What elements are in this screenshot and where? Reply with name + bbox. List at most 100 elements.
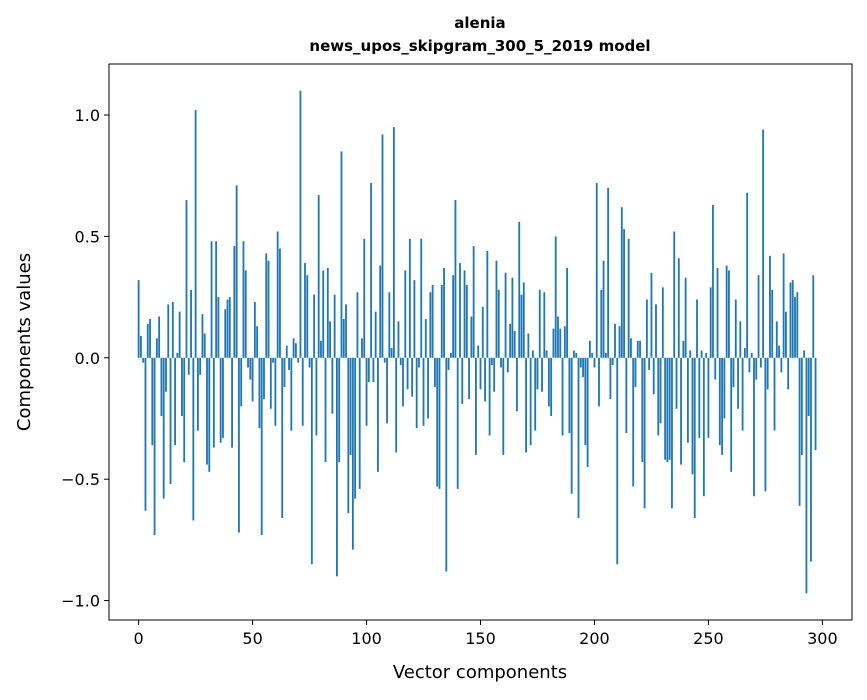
bar <box>534 358 536 431</box>
bar <box>776 321 778 357</box>
bar <box>313 295 315 358</box>
bar <box>268 261 270 358</box>
bar <box>343 319 345 358</box>
bar <box>753 358 755 496</box>
bar <box>628 239 630 358</box>
bar <box>703 358 705 496</box>
bar <box>575 353 577 358</box>
bar <box>236 185 238 357</box>
bar <box>295 343 297 358</box>
bar <box>498 290 500 358</box>
x-tick-label: 200 <box>579 629 610 648</box>
x-axis-label: Vector components <box>393 662 567 683</box>
bar <box>147 324 149 358</box>
bar <box>708 358 710 438</box>
bar <box>641 358 643 462</box>
bar <box>609 358 611 399</box>
bar <box>290 358 292 431</box>
bar <box>208 358 210 472</box>
bar <box>167 304 169 357</box>
bar <box>395 358 397 453</box>
bar <box>445 358 447 572</box>
x-tick-label: 300 <box>807 629 838 648</box>
bar <box>723 358 725 419</box>
bar <box>297 358 299 363</box>
x-tick-label: 100 <box>351 629 382 648</box>
bar <box>603 261 605 358</box>
bar <box>142 358 144 363</box>
bar <box>409 239 411 358</box>
bar <box>327 268 329 358</box>
bar <box>521 295 523 358</box>
bar <box>646 300 648 358</box>
bar <box>491 358 493 365</box>
bar <box>539 290 541 358</box>
bar <box>537 358 539 390</box>
bar <box>172 302 174 358</box>
bar <box>331 358 333 414</box>
bar <box>224 309 226 358</box>
bar <box>170 358 172 484</box>
bar <box>229 297 231 358</box>
bar <box>739 321 741 357</box>
bar <box>619 326 621 358</box>
bar <box>787 358 789 390</box>
bar <box>705 353 707 358</box>
bar <box>530 358 532 445</box>
bar <box>566 268 568 358</box>
bar <box>482 307 484 358</box>
bar <box>625 358 627 433</box>
bar <box>790 283 792 358</box>
bar <box>799 358 801 506</box>
bar <box>452 275 454 358</box>
bar <box>183 358 185 462</box>
bar <box>311 358 313 564</box>
bar <box>721 358 723 455</box>
bar <box>277 232 279 358</box>
bar <box>808 358 810 416</box>
bar <box>689 350 691 357</box>
bar <box>350 358 352 455</box>
bar <box>158 317 160 358</box>
bar <box>382 134 384 357</box>
bar <box>457 358 459 489</box>
bar <box>502 358 504 455</box>
bar <box>329 321 331 357</box>
bar <box>154 358 156 535</box>
bar <box>591 353 593 358</box>
bar <box>486 251 488 358</box>
y-axis: −1.0−0.50.00.51.0 <box>61 106 109 611</box>
bar <box>623 229 625 358</box>
bar <box>370 183 372 358</box>
bar <box>557 317 559 358</box>
bar <box>227 300 229 358</box>
bar <box>163 358 165 499</box>
bar <box>580 358 582 368</box>
bar <box>304 263 306 358</box>
bar <box>315 358 317 436</box>
bar <box>247 358 249 368</box>
bar <box>568 358 570 433</box>
bar <box>336 358 338 577</box>
bar <box>413 280 415 358</box>
bar <box>755 358 757 380</box>
bar <box>751 353 753 358</box>
bar <box>630 338 632 357</box>
bar <box>801 358 803 455</box>
bar <box>259 358 261 428</box>
bar <box>785 312 787 358</box>
bar <box>578 358 580 518</box>
bar <box>666 358 668 462</box>
bar <box>505 273 507 358</box>
bar <box>780 358 782 373</box>
bar <box>698 358 700 438</box>
y-tick-label: 0.5 <box>75 227 100 246</box>
bar <box>651 273 653 358</box>
bar <box>523 283 525 358</box>
bar <box>186 200 188 358</box>
bar <box>803 350 805 357</box>
bar <box>393 127 395 358</box>
bar <box>429 292 431 358</box>
bar <box>733 358 735 387</box>
